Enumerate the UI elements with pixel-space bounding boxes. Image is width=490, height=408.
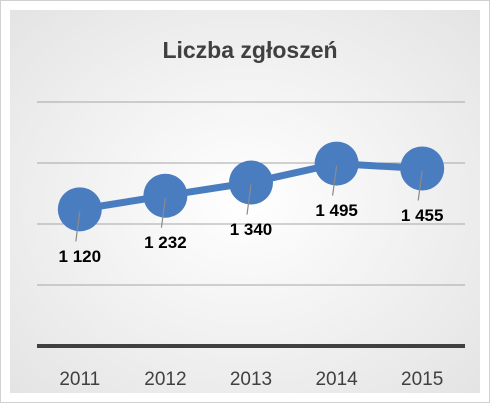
data-label: 1 340 [230,220,273,239]
x-tick-label: 2014 [315,369,358,390]
leader-line [75,211,81,242]
leader-line [417,170,423,201]
marker [143,173,188,218]
marker [314,141,359,186]
leader-line [246,184,252,215]
data-label: 1 120 [59,247,102,266]
data-label: 1 455 [401,206,444,225]
x-tick-label: 2015 [401,369,443,390]
x-tick-label: 2011 [59,369,100,390]
leader-line [160,197,166,228]
x-tick-label: 2013 [230,369,272,390]
data-label: 1 495 [315,201,358,220]
leader-line [332,165,338,196]
marker [229,160,273,205]
chart-title: Liczba zgłoszeń [162,37,337,63]
x-tick-label: 2012 [144,369,186,390]
marker [400,146,445,191]
marker [57,187,102,232]
data-label: 1 232 [144,233,187,252]
